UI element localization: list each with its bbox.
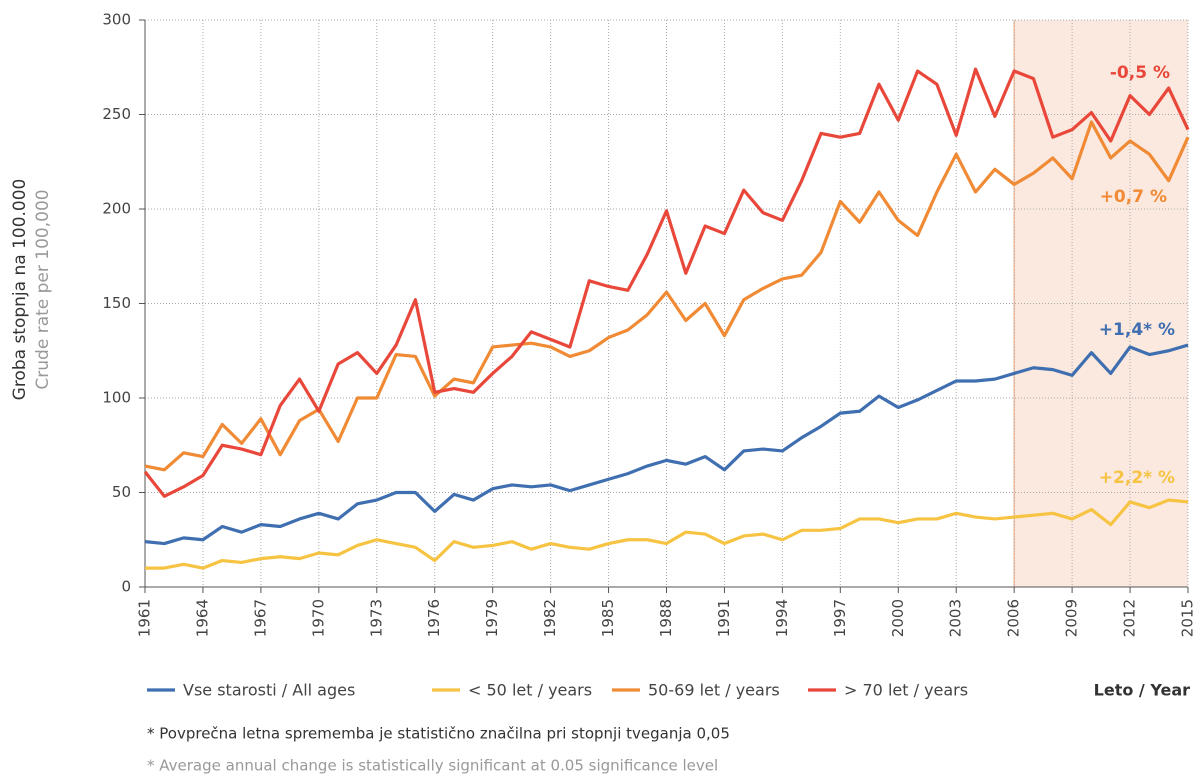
x-tick-label: 1991 — [715, 599, 733, 637]
x-tick-label: 1979 — [483, 599, 501, 637]
x-tick-label: 1985 — [599, 599, 617, 637]
x-tick-label: 2009 — [1063, 599, 1081, 637]
x-tick-label: 1967 — [251, 599, 269, 637]
y-tick-label: 300 — [102, 11, 131, 29]
x-tick-label: 1973 — [367, 599, 385, 637]
x-tick-label: 2003 — [947, 599, 965, 637]
footnote: * Average annual change is statistically… — [147, 757, 718, 775]
x-tick-label: 1964 — [193, 599, 211, 637]
y-tick-label: 50 — [112, 483, 131, 501]
y-axis-label: Groba stopnja na 100.000 — [10, 179, 30, 401]
series-annotation: +2,2* % — [1099, 468, 1175, 488]
series-annotation: +0,7 % — [1100, 187, 1167, 207]
x-tick-label: 2012 — [1121, 599, 1139, 637]
x-tick-label: 1976 — [425, 599, 443, 637]
y-tick-label: 100 — [102, 389, 131, 407]
x-tick-label: 1970 — [309, 599, 327, 637]
x-tick-label: 1994 — [773, 599, 791, 637]
y-tick-label: 250 — [102, 105, 131, 123]
y-tick-label: 150 — [102, 294, 131, 312]
y-tick-label: 0 — [121, 578, 131, 596]
series-annotation: +1,4* % — [1099, 320, 1175, 340]
legend-label: 50-69 let / years — [648, 681, 780, 700]
series-annotation: -0,5 % — [1110, 63, 1170, 83]
footnote: * Povprečna letna sprememba je statistič… — [147, 725, 730, 743]
legend-label: > 70 let / years — [844, 681, 968, 700]
series-line — [144, 343, 1189, 546]
x-axis-label: Leto / Year — [1094, 681, 1190, 700]
series-line — [143, 67, 1190, 498]
legend-label: Vse starosti / All ages — [183, 681, 355, 700]
legend-label: < 50 let / years — [468, 681, 592, 700]
x-tick-label: 2015 — [1179, 599, 1195, 637]
x-tick-label: 2006 — [1005, 599, 1023, 637]
x-tick-label: 1997 — [831, 599, 849, 637]
y-axis-label: Crude rate per 100,000 — [33, 189, 53, 389]
x-tick-label: 1988 — [657, 599, 675, 637]
x-tick-label: 1982 — [541, 599, 559, 637]
series-line — [145, 498, 1189, 570]
x-tick-label: 2000 — [889, 599, 907, 637]
x-tick-label: 1961 — [136, 599, 154, 637]
y-tick-label: 200 — [102, 200, 131, 218]
